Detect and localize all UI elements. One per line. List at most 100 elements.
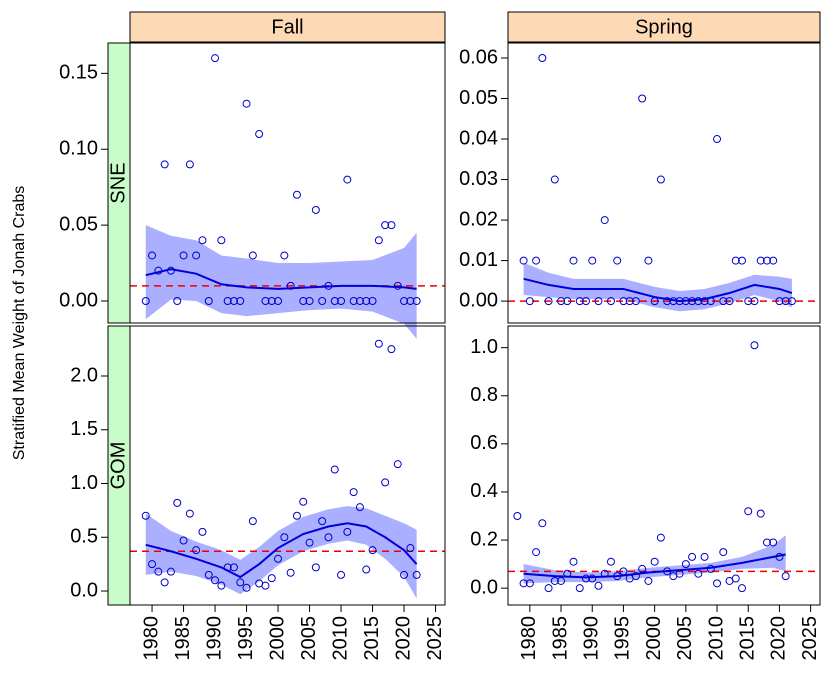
data-point (217, 581, 226, 590)
data-point (544, 584, 553, 593)
data-point (349, 296, 358, 305)
data-point (738, 584, 746, 593)
data-point (349, 488, 358, 497)
y-tick-label: 0.15 (59, 62, 98, 84)
data-point (330, 465, 339, 474)
data-point (706, 564, 715, 573)
y-tick-label: 0.10 (59, 138, 98, 160)
data-point (192, 251, 201, 260)
data-point (719, 548, 728, 557)
data-point (756, 509, 765, 518)
data-point (532, 548, 541, 557)
data-point (343, 527, 352, 536)
y-tick-label: 1.0 (70, 472, 98, 494)
data-point (744, 297, 753, 306)
data-point (387, 345, 396, 354)
data-point (173, 498, 182, 507)
x-tick-label: 1980 (140, 616, 162, 661)
data-point (355, 296, 364, 305)
data-point (318, 296, 327, 305)
panel-frame (507, 325, 821, 606)
data-point (324, 533, 333, 542)
data-point (694, 569, 703, 578)
data-point (248, 517, 257, 526)
x-tick-label: 2015 (737, 616, 759, 661)
data-point (368, 296, 377, 305)
data-point (557, 576, 566, 585)
data-point (393, 460, 402, 469)
data-point (606, 557, 615, 566)
x-tick-label: 1995 (235, 616, 257, 661)
y-tick-label: 2.0 (70, 364, 98, 386)
data-point (688, 297, 697, 306)
data-point (337, 296, 346, 305)
data-point (362, 565, 371, 574)
data-point (750, 341, 759, 350)
data-point (669, 297, 678, 306)
data-point (412, 296, 421, 305)
y-tick-label: 1.5 (70, 418, 98, 440)
data-point (613, 256, 622, 265)
data-point (769, 538, 778, 547)
data-point (154, 266, 163, 275)
data-point (619, 567, 628, 576)
x-tick-label: 2020 (392, 616, 414, 661)
y-tick-label: 0.05 (59, 213, 98, 235)
data-point (355, 503, 364, 512)
y-tick-label: 0.05 (459, 87, 498, 109)
data-point (160, 578, 169, 587)
data-point (600, 216, 609, 225)
data-point (519, 579, 528, 588)
data-point (400, 570, 409, 579)
data-point (211, 576, 220, 585)
data-point (644, 576, 653, 585)
data-point (166, 567, 175, 576)
data-point (681, 560, 690, 569)
smooth-line (145, 268, 417, 290)
y-axis-label: Stratified Mean Weight of Jonah Crabs (11, 186, 28, 461)
data-point (525, 579, 534, 588)
x-tick-label: 2025 (424, 616, 446, 661)
data-point (557, 297, 566, 306)
data-point (769, 256, 778, 265)
data-point (393, 281, 402, 290)
x-tick-label: 1985 (549, 616, 571, 661)
data-point (694, 297, 703, 306)
data-point (229, 296, 238, 305)
data-point (368, 546, 377, 555)
data-point (625, 297, 634, 306)
data-point (775, 297, 784, 306)
data-point (236, 578, 245, 587)
x-tick-label: 2010 (705, 616, 727, 661)
data-point (569, 557, 578, 566)
panel-frame (129, 42, 446, 324)
data-point (141, 511, 150, 520)
data-point (223, 563, 232, 572)
data-point (286, 281, 295, 290)
data-point (582, 574, 590, 583)
smooth-line (523, 277, 793, 303)
data-point (538, 53, 547, 62)
data-point (781, 297, 790, 306)
data-point (242, 583, 251, 592)
row-strip-label: GOM (107, 442, 129, 490)
data-point (550, 576, 559, 585)
data-point (374, 236, 383, 245)
panel-frame (129, 325, 446, 606)
data-point (519, 256, 528, 265)
data-point (198, 236, 207, 245)
data-point (179, 251, 188, 260)
data-point (381, 221, 390, 230)
data-point (198, 527, 207, 536)
data-point (330, 296, 339, 305)
x-tick-label: 2000 (643, 616, 665, 661)
y-tick-label: 0.00 (459, 289, 498, 311)
data-point (656, 533, 665, 542)
y-tick-label: 0.4 (470, 480, 498, 502)
data-point (324, 281, 333, 290)
data-point (594, 297, 603, 306)
data-point (362, 296, 371, 305)
x-tick-label: 1990 (203, 616, 225, 661)
data-point (204, 296, 213, 305)
data-point (563, 569, 572, 578)
